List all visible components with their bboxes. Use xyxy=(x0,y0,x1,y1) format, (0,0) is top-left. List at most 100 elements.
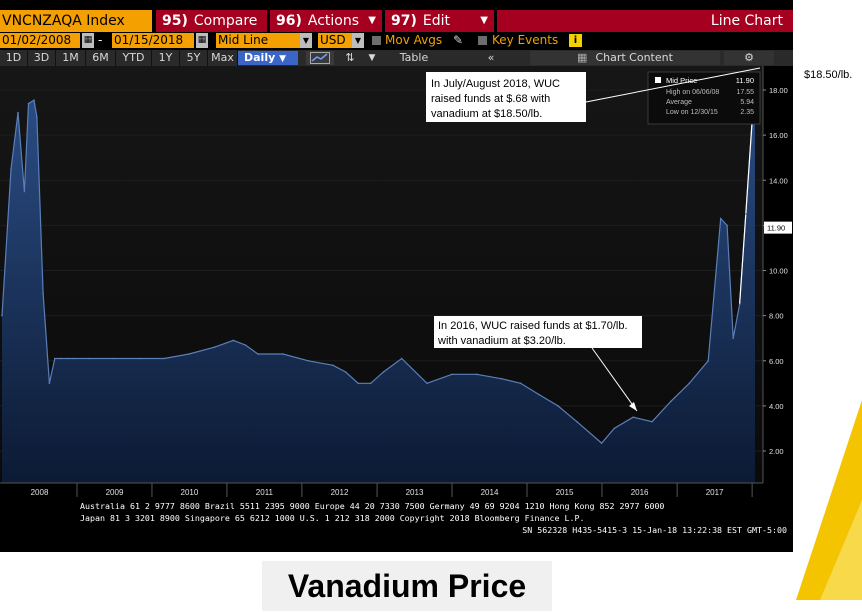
price-point xyxy=(163,357,165,360)
price-point xyxy=(738,303,741,306)
price-point xyxy=(475,373,478,376)
price-point xyxy=(282,353,284,355)
price-point xyxy=(36,116,38,118)
ticker-field[interactable]: VNCNZAQA Index xyxy=(0,10,152,32)
chevron-down-icon[interactable]: ▼ xyxy=(352,33,364,48)
price-point xyxy=(60,357,62,360)
table-button[interactable]: Table xyxy=(399,51,429,64)
annotation-2016-arrow xyxy=(591,347,638,412)
info-icon[interactable]: i xyxy=(569,34,582,47)
x-tick-label: 2012 xyxy=(331,488,349,497)
currency-select[interactable]: USD xyxy=(318,33,352,48)
legend-high-label: High on 06/06/08 xyxy=(666,89,719,96)
price-point xyxy=(138,357,141,360)
price-point xyxy=(17,111,19,114)
x-tick-label: 2015 xyxy=(556,488,574,497)
legend-low-value: 2.35 xyxy=(740,109,754,116)
y-tick-label: 4.00 xyxy=(769,402,784,411)
range-1y[interactable]: 1Y xyxy=(152,50,180,66)
line-chart-icon[interactable] xyxy=(306,51,334,65)
range-1d[interactable]: 1D xyxy=(0,50,28,66)
price-point xyxy=(426,382,428,385)
range-5y[interactable]: 5Y xyxy=(180,50,208,66)
price-point xyxy=(54,357,56,360)
outside-price-label: $18.50/lb. xyxy=(804,69,853,81)
frequency-select[interactable]: Daily ▼ xyxy=(238,51,298,65)
y-tick-label: 6.00 xyxy=(769,357,784,366)
legend-mid-price-label: Mid Price xyxy=(666,76,697,85)
edit-button[interactable]: 97) Edit ▼ xyxy=(385,10,494,32)
actions-button[interactable]: 96) Actions ▼ xyxy=(270,10,382,32)
mov-avgs-checkbox[interactable] xyxy=(372,36,381,45)
frequency-label: Daily xyxy=(244,51,276,64)
price-point xyxy=(188,353,190,355)
price-point xyxy=(42,292,44,294)
price-point xyxy=(651,420,653,423)
price-point xyxy=(213,346,216,349)
price-point xyxy=(451,373,453,376)
chart-area: 2008 2009 2010 2011 2012 2013 2014 2015 2016 2017… xyxy=(0,66,793,552)
price-point xyxy=(307,360,310,362)
legend-frame xyxy=(647,71,761,125)
price-area-fill xyxy=(2,78,755,483)
price-point xyxy=(382,371,385,373)
annotation-2018-line2: raised funds at $.68 with xyxy=(431,93,550,105)
annotation-2018-box xyxy=(426,72,586,122)
y-tick-label: 14.00 xyxy=(769,176,788,185)
price-point xyxy=(1,314,3,317)
chevron-down-icon: ▼ xyxy=(279,54,287,64)
price-point xyxy=(719,217,722,220)
price-point xyxy=(557,405,559,407)
range-3d[interactable]: 3D xyxy=(28,50,56,66)
legend-mid-price-value: 11.90 xyxy=(736,76,754,85)
key-events-checkbox[interactable] xyxy=(478,36,487,45)
calendar-icon[interactable]: ▦ xyxy=(82,33,94,48)
chevron-down-icon[interactable]: ▼ xyxy=(300,33,312,48)
calendar-icon[interactable]: ▦ xyxy=(196,33,208,48)
price-area xyxy=(2,78,755,483)
footer-line-3: SN 562328 H435-5415-3 15-Jan-18 13:22:38… xyxy=(522,525,787,535)
price-point xyxy=(632,416,634,419)
edit-code: 97) xyxy=(391,13,417,29)
price-point xyxy=(538,393,540,396)
bloomberg-terminal-chart: VNCNZAQA Index 95) Compare 96) Actions ▼ 9… xyxy=(0,0,793,552)
end-date-field[interactable]: 01/15/2018 xyxy=(112,33,194,48)
start-date-field[interactable]: 01/02/2008 xyxy=(0,33,80,48)
price-point xyxy=(23,190,26,193)
chart-content-button[interactable]: ▦ Chart Content xyxy=(530,51,720,65)
chevron-down-icon: ▼ xyxy=(480,15,488,26)
footer-line-1: Australia 61 2 9777 8600 Brazil 5511 239… xyxy=(80,501,664,511)
chart-type-button[interactable]: Line Chart xyxy=(497,10,793,32)
pencil-icon[interactable]: ✎ xyxy=(453,33,464,47)
price-point xyxy=(33,99,35,101)
range-6m[interactable]: 6M xyxy=(86,50,116,66)
range-1m[interactable]: 1M xyxy=(56,50,86,66)
x-tick-label: 2009 xyxy=(106,488,124,497)
price-point xyxy=(613,427,616,430)
actions-label: Actions xyxy=(307,13,360,29)
price-point xyxy=(688,382,691,385)
y-tick-label: 18.00 xyxy=(769,86,788,95)
x-tick-label: 2010 xyxy=(181,488,199,497)
compare-button[interactable]: 95) Compare xyxy=(156,10,267,32)
annotation-2018-line3: vanadium at $18.50/lb. xyxy=(431,108,542,120)
price-point xyxy=(576,420,578,423)
candlestick-icon[interactable]: ⇅ xyxy=(345,51,355,64)
range-bar: 1D 3D 1M 6M YTD 1Y 5Y Max Daily ▼ ⇅ ▼ Ta… xyxy=(0,50,793,66)
annotation-2018-arrow xyxy=(585,67,761,103)
x-tick-label: 2008 xyxy=(31,488,49,497)
chevron-down-icon[interactable]: ▼ xyxy=(368,53,376,63)
settings-gear-icon[interactable]: ⚙ xyxy=(724,51,774,65)
collapse-arrows-icon[interactable]: « xyxy=(487,51,495,64)
range-max[interactable]: Max xyxy=(208,50,238,66)
compare-code: 95) xyxy=(162,13,188,29)
x-tick-label: 2011 xyxy=(256,488,274,497)
annotation-2018-line1: In July/August 2018, WUC xyxy=(431,78,560,90)
header-toolbar: VNCNZAQA Index 95) Compare 96) Actions ▼ 9… xyxy=(0,10,793,32)
caption-background xyxy=(262,561,552,611)
price-point xyxy=(400,357,403,360)
legend-low-label: Low on 12/30/15 xyxy=(666,109,718,116)
annotation-2018: In July/August 2018, WUC raised funds at… xyxy=(426,67,761,122)
range-ytd[interactable]: YTD xyxy=(116,50,152,66)
price-field-select[interactable]: Mid Line xyxy=(216,33,312,48)
